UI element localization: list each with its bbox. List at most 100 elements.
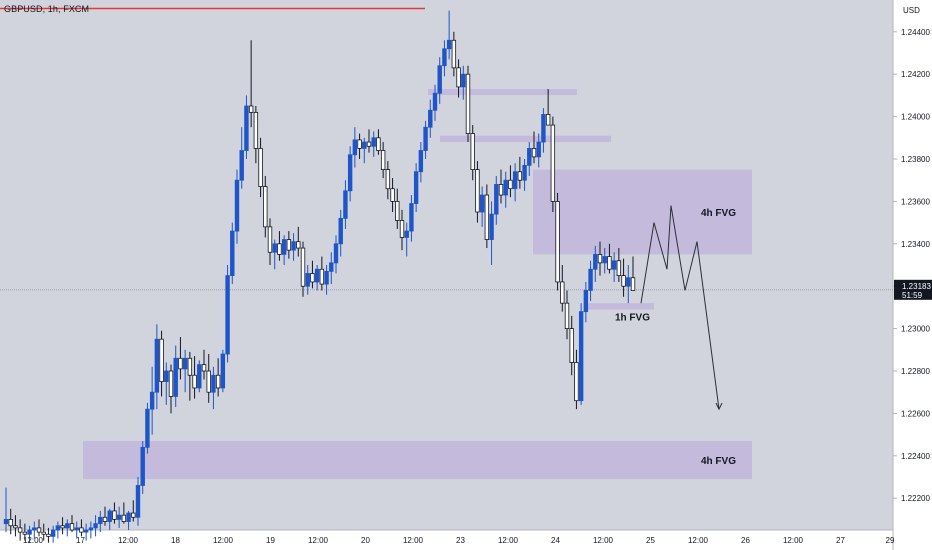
candle-body	[8, 519, 13, 527]
projection-arrowhead	[715, 402, 723, 411]
candle-body	[206, 370, 211, 393]
candle-body	[178, 357, 183, 370]
countdown-label: 51:59	[902, 291, 923, 300]
candle-body	[423, 126, 428, 151]
candle-body	[503, 179, 508, 196]
candle-body	[69, 523, 75, 531]
x-tick-label: 23	[456, 536, 465, 545]
candle-body	[244, 105, 249, 151]
candle-body	[357, 139, 362, 149]
candle-body	[13, 525, 18, 529]
candle-body	[192, 374, 197, 389]
candle-body	[131, 512, 136, 518]
candle-body	[621, 275, 626, 287]
candle-body	[173, 357, 178, 397]
candle-body	[395, 200, 400, 221]
candle-body	[385, 169, 391, 190]
candle-body	[239, 150, 244, 181]
price-axis: 1.24400 1.24200 1.24000 1.23800 1.23600 1.234…	[893, 28, 932, 503]
candle-body	[569, 328, 574, 363]
x-tick-label: 20	[361, 536, 370, 545]
candle-body	[36, 527, 42, 533]
fvg-zone-label: 4h FVG	[701, 208, 736, 219]
candle-body	[564, 302, 570, 330]
candle-body	[277, 243, 282, 255]
candle-body	[602, 256, 607, 264]
candle-body	[197, 364, 202, 389]
candle-body	[456, 67, 461, 88]
candle-body	[432, 92, 438, 111]
x-tick-label: 18	[171, 536, 180, 545]
x-tick-label: 29	[886, 536, 895, 545]
fvg-zone-label: 1h FVG	[615, 313, 650, 324]
candle-body	[399, 220, 405, 238]
y-tick-label: 1.24200	[901, 70, 930, 79]
candle-body	[46, 533, 51, 537]
candle-body	[3, 519, 9, 525]
x-tick-label: 12:00	[23, 536, 44, 545]
candle-body	[93, 523, 98, 529]
candle-body	[168, 370, 174, 397]
candle-body	[83, 529, 89, 533]
candle-body	[442, 48, 447, 67]
candle-body	[578, 311, 584, 402]
candle-body	[310, 273, 315, 283]
candle-body	[446, 39, 452, 50]
currency-label: USD	[903, 6, 920, 15]
projection-line	[640, 205, 720, 410]
y-tick-label: 1.24000	[901, 113, 930, 122]
candle-body	[498, 184, 504, 196]
candle-body	[281, 239, 287, 255]
candle-body	[465, 73, 471, 134]
candle-body	[366, 141, 372, 147]
candle-body	[479, 194, 485, 213]
x-tick-label: 12:00	[593, 536, 614, 545]
candle-body	[55, 525, 61, 531]
y-tick-label: 1.22200	[901, 494, 930, 503]
candle-body	[626, 277, 631, 287]
candle-body	[376, 137, 381, 151]
fvg-zone	[533, 169, 752, 255]
projection-layer	[640, 205, 723, 411]
candle-body	[220, 353, 226, 389]
fvg-zone-label: 4h FVG	[701, 456, 736, 467]
candle-body	[248, 105, 254, 113]
candle-body	[428, 109, 433, 128]
y-tick-label: 1.22400	[901, 452, 930, 461]
candle-body	[88, 527, 94, 531]
candle-body	[145, 408, 150, 448]
candle-body	[380, 150, 386, 171]
candle-body	[329, 262, 334, 272]
x-tick-label: 12:00	[308, 536, 329, 545]
candle-body	[182, 357, 188, 370]
candle-body	[362, 141, 367, 149]
candle-body	[418, 150, 424, 173]
candle-body	[583, 290, 589, 313]
candle-body	[588, 268, 593, 291]
candle-body	[112, 510, 117, 520]
time-axis-background	[0, 530, 932, 550]
fvg-zone	[428, 89, 577, 96]
candle-body	[211, 374, 216, 393]
candle-body	[343, 190, 348, 219]
candle-body	[333, 243, 339, 264]
candle-body	[60, 525, 65, 529]
x-tick-label: 19	[266, 536, 275, 545]
candle-body	[324, 270, 329, 285]
y-tick-label: 1.22800	[901, 367, 930, 376]
candle-body	[522, 164, 527, 181]
x-tick-label: 24	[551, 536, 560, 545]
y-tick-label: 1.23800	[901, 155, 930, 164]
candle-body	[272, 243, 277, 253]
candle-body	[517, 171, 523, 181]
candle-body	[574, 362, 579, 402]
candle-body	[484, 194, 490, 240]
time-axis: 12:00 17 12:00 18 12:00 19 12:00 20 12:00 23 12:00…	[23, 536, 895, 545]
candle-body	[451, 39, 457, 69]
zones-layer: 4h FVG 1h FVG 4h FVG	[83, 89, 752, 480]
candle-body	[50, 529, 56, 537]
candle-body	[215, 374, 221, 389]
x-tick-label: 12:00	[783, 536, 804, 545]
candle-body	[508, 179, 513, 190]
